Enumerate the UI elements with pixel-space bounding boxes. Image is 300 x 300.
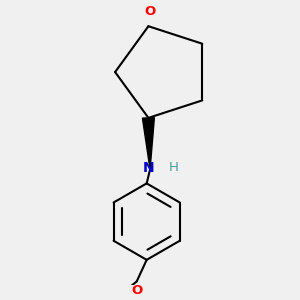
Text: O: O <box>144 5 156 18</box>
Polygon shape <box>142 118 154 170</box>
Text: O: O <box>132 284 143 297</box>
Text: N: N <box>142 161 154 175</box>
Text: H: H <box>168 161 178 174</box>
